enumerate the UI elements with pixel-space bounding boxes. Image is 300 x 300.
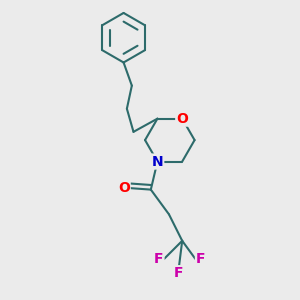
Text: F: F: [154, 252, 164, 266]
Text: F: F: [196, 252, 206, 266]
Text: O: O: [176, 112, 188, 126]
Text: O: O: [118, 181, 130, 195]
Text: F: F: [174, 266, 184, 280]
Text: N: N: [152, 154, 163, 169]
